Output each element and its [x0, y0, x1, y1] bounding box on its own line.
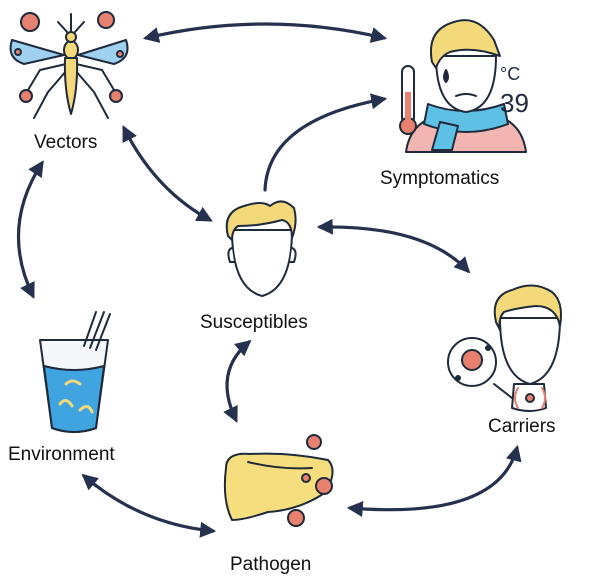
mosquito-icon	[9, 11, 129, 119]
label-pathogen: Pathogen	[230, 554, 311, 575]
carrier-person-icon	[447, 284, 562, 412]
arrow-vectors-symptomatics	[142, 22, 388, 43]
thermo-unit: °C	[500, 64, 520, 84]
arrow-susceptibles-symptomatics	[263, 93, 388, 192]
label-carriers: Carriers	[488, 416, 556, 437]
arrow-pathogen-carriers	[346, 444, 522, 518]
arrow-group	[16, 22, 522, 538]
label-susceptibles: Susceptibles	[200, 312, 308, 333]
person-head-icon	[225, 200, 297, 297]
label-environment: Environment	[8, 444, 115, 465]
label-vectors: Vectors	[34, 132, 97, 153]
water-glass-icon	[39, 311, 111, 433]
feverish-person-icon	[399, 19, 527, 153]
arrow-environment-pathogen	[81, 473, 217, 538]
liver-pathogen-icon	[223, 434, 334, 527]
thermo-value: 39	[500, 88, 529, 118]
arrow-vectors-susceptibles	[122, 125, 213, 222]
label-symptomatics: Symptomatics	[380, 168, 499, 189]
arrow-susceptibles-pathogen	[223, 339, 252, 423]
arrow-susceptibles-carriers	[316, 218, 471, 274]
arrow-vectors-environment	[16, 160, 44, 299]
